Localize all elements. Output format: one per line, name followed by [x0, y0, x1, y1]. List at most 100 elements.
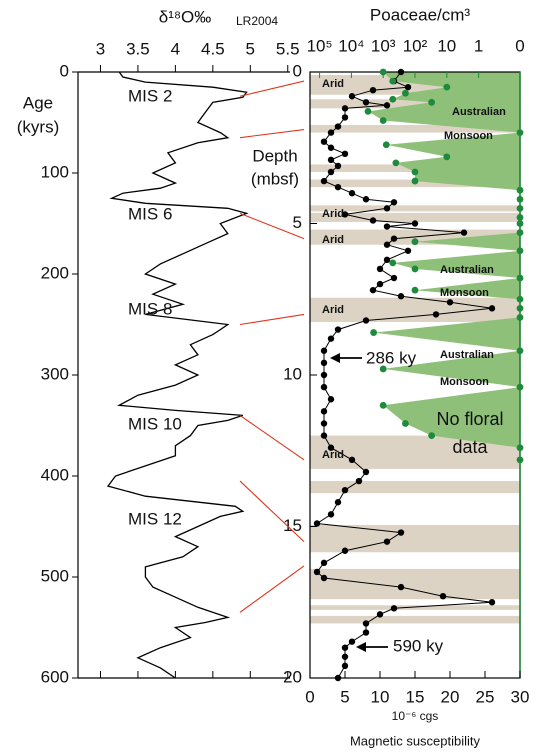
x2-tick-label: 0 — [515, 36, 524, 55]
mag-point — [313, 520, 321, 527]
mag-point — [383, 256, 391, 264]
mag-point — [404, 247, 412, 254]
mag-point — [348, 93, 356, 100]
mag-point — [320, 383, 328, 391]
mag-point — [397, 293, 405, 300]
annotation: Arid — [322, 234, 344, 246]
poaceae-point — [516, 229, 524, 236]
mag-point — [320, 559, 328, 567]
mag-point — [488, 599, 496, 606]
poaceae-point — [516, 444, 524, 452]
x-tick-label: 4.5 — [201, 39, 225, 58]
poaceae-point — [516, 295, 524, 303]
mag-point — [327, 444, 335, 451]
mag-point — [320, 574, 328, 582]
mag-point — [327, 335, 335, 342]
mis-label: MIS 10 — [128, 414, 182, 433]
x-tick-label: 3.5 — [126, 39, 150, 58]
mag-point — [334, 326, 342, 333]
poaceae-point — [516, 214, 524, 221]
poaceae-point — [516, 129, 524, 137]
poaceae-point — [389, 259, 397, 267]
poaceae-point — [402, 89, 409, 97]
mag-point — [411, 220, 419, 227]
mag-point — [369, 86, 377, 94]
mag-point — [369, 217, 377, 224]
annotation: Monsoon — [440, 376, 489, 388]
arrow-head — [356, 642, 366, 652]
x2-axis-label: Poaceae/cm³ — [370, 5, 470, 24]
y-axis-label: (mbsf) — [251, 169, 299, 188]
tie-line — [239, 129, 305, 139]
mag-point — [327, 129, 335, 136]
poaceae-point — [516, 314, 524, 321]
poaceae-point — [516, 204, 524, 212]
mis-label: MIS 2 — [128, 86, 172, 105]
mag-point — [390, 199, 398, 206]
poaceae-point — [428, 432, 436, 439]
y-axis-label: (kyrs) — [17, 117, 59, 136]
mag-point — [383, 205, 391, 212]
mag-point — [369, 286, 377, 294]
y-axis-label: Depth — [252, 146, 297, 165]
poaceae-point — [382, 141, 390, 149]
x-tick-label: 4 — [171, 39, 180, 58]
mag-point — [327, 168, 335, 176]
arid-band — [310, 125, 520, 133]
mag-point — [355, 477, 363, 485]
y-tick-label: 500 — [41, 566, 69, 585]
x-axis-label: Magnetic susceptibility — [350, 733, 481, 748]
mag-point — [313, 568, 321, 576]
poaceae-point — [443, 83, 451, 91]
poaceae-point — [364, 107, 372, 115]
x-axis-label-sub: LR2004 — [236, 14, 278, 28]
poaceae-point — [411, 286, 419, 294]
poaceae-point — [443, 153, 451, 161]
poaceae-point — [516, 347, 524, 355]
mag-point — [320, 177, 328, 185]
mag-point — [390, 605, 398, 612]
mag-point — [383, 241, 391, 248]
mag-point — [383, 538, 391, 545]
mag-point — [341, 547, 349, 554]
annotation: Australian — [440, 349, 494, 361]
x-tick-label: 0 — [305, 687, 314, 706]
annotation: Arid — [322, 78, 344, 90]
y-axis-label: Age — [23, 93, 53, 112]
poaceae-point — [516, 456, 524, 464]
mag-point — [320, 347, 328, 354]
mag-point — [334, 674, 342, 682]
x2-tick-label: 10³ — [371, 36, 396, 55]
arid-band — [310, 481, 520, 494]
mag-point — [341, 662, 349, 670]
poaceae-point — [411, 168, 419, 176]
annotation: Monsoon — [444, 130, 493, 142]
arid-band — [310, 615, 520, 624]
x-axis-unit: 10⁻⁶ cgs — [392, 709, 439, 723]
poaceae-point — [411, 265, 419, 273]
poaceae-point — [379, 68, 387, 76]
y-tick-label: 100 — [41, 162, 69, 181]
mag-point — [327, 396, 335, 403]
x-tick-label: 25 — [476, 687, 495, 706]
x-axis-label: δ¹⁸O‰ — [159, 7, 212, 26]
mag-point — [334, 123, 342, 130]
mag-point — [390, 235, 398, 242]
poaceae-point — [516, 220, 524, 227]
poaceae-point — [411, 177, 419, 185]
poaceae-point — [516, 247, 524, 255]
arid-band — [310, 212, 520, 222]
x2-tick-label: 10⁵ — [307, 36, 333, 55]
mag-point — [397, 68, 405, 76]
y-tick-label: 0 — [60, 61, 69, 80]
x2-tick-label: 10 — [437, 36, 456, 55]
poaceae-point — [411, 238, 419, 246]
tie-line — [239, 414, 305, 461]
mis-label: MIS 12 — [128, 509, 182, 528]
d18o-line — [106, 71, 249, 679]
y-tick-label: 0 — [293, 61, 302, 80]
poaceae-point — [428, 98, 436, 106]
mag-point — [460, 229, 468, 236]
annotation: Australian — [452, 106, 506, 118]
